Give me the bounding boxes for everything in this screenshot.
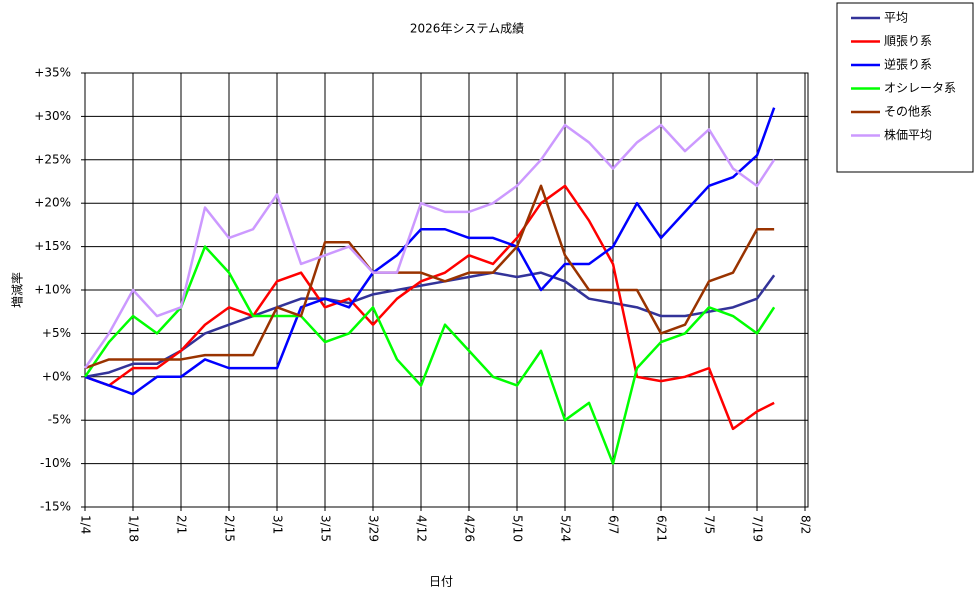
- y-tick-label: +5%: [42, 326, 71, 340]
- y-tick-label: +25%: [34, 152, 71, 166]
- series-line: [83, 245, 776, 465]
- x-tick-label: 1/4: [79, 515, 93, 534]
- y-tick-label: +20%: [34, 196, 71, 210]
- y-tick-label: -5%: [48, 413, 71, 427]
- legend-label: その他系: [884, 105, 932, 119]
- legend-label: オシレータ系: [884, 81, 956, 95]
- x-tick-label: 3/1: [271, 515, 285, 534]
- x-tick-label: 3/15: [319, 515, 333, 542]
- x-tick-label: 3/29: [367, 515, 381, 542]
- x-tick-label: 8/2: [799, 515, 813, 534]
- legend-label: 平均: [884, 11, 908, 25]
- x-tick-label: 1/18: [127, 515, 141, 542]
- y-tick-label: +30%: [34, 109, 71, 123]
- x-tick-label: 6/7: [607, 515, 621, 534]
- y-tick-label: +0%: [42, 369, 71, 383]
- y-tick-label: +35%: [34, 66, 71, 80]
- series-line: [83, 123, 776, 369]
- y-tick-label: +15%: [34, 239, 71, 253]
- x-tick-label: 6/21: [655, 515, 669, 542]
- x-tick-label: 7/5: [703, 515, 717, 534]
- legend-label: 逆張り系: [884, 57, 932, 72]
- y-tick-label: -15%: [40, 500, 71, 514]
- x-tick-label: 4/12: [415, 515, 429, 542]
- x-tick-label: 2/15: [223, 515, 237, 542]
- x-axis-label: 日付: [429, 575, 453, 589]
- x-tick-label: 4/26: [463, 515, 477, 542]
- x-tick-label: 5/24: [559, 515, 573, 542]
- x-tick-label: 2/1: [175, 515, 189, 534]
- series-line: [84, 107, 776, 396]
- chart-title: 2026年システム成績: [410, 22, 524, 36]
- x-tick-label: 7/19: [751, 515, 765, 542]
- x-tick-label: 5/10: [511, 515, 525, 542]
- series-line: [84, 184, 775, 370]
- y-tick-label: -10%: [40, 456, 71, 470]
- y-tick-label: +10%: [34, 283, 71, 297]
- legend-label: 株価平均: [884, 127, 932, 142]
- legend-label: 順張り系: [884, 34, 932, 48]
- y-axis-label: 増減率: [10, 272, 25, 308]
- series-line: [84, 271, 776, 379]
